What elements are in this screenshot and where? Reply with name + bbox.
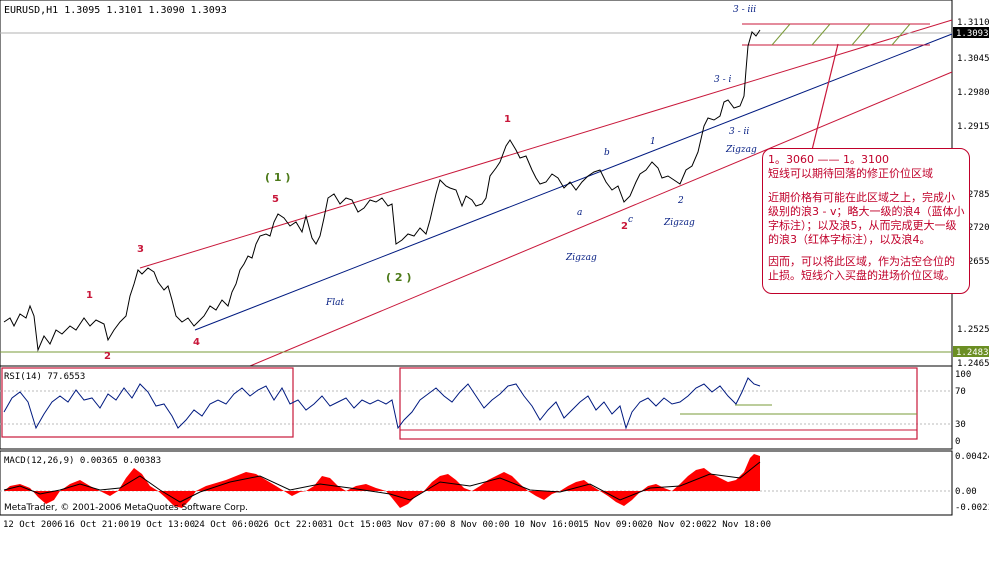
current-price-label: 1.3093 — [956, 29, 989, 39]
price-tick: 1.2525 — [957, 325, 989, 335]
price-tick: 1.3110 — [957, 18, 989, 28]
support-price-label: 1.2483 — [956, 348, 989, 358]
rsi-panel-frame — [0, 365, 953, 450]
rsi-tick: 0 — [955, 437, 960, 447]
annotation-box: 1。3060 —— 1。3100 短线可以期待回落的修正价位区域 近期价格有可能… — [762, 148, 970, 294]
green-wave-labels: ( 1 ) ( 2 ) — [265, 171, 411, 284]
macd-label: MACD(12,26,9) 0.00365 0.00383 — [4, 456, 161, 466]
time-tick: 15 Nov 09:00 — [578, 520, 643, 530]
label-blue-2: 2 — [677, 196, 684, 206]
wave-label-4: 4 — [193, 337, 200, 348]
time-tick: 12 Oct 2006 — [3, 520, 63, 530]
macd-histogram — [4, 454, 760, 508]
price-tick: 1.2655 — [957, 257, 989, 267]
annotation-subtitle: 短线可以期待回落的修正价位区域 — [768, 167, 933, 180]
time-axis: 12 Oct 2006 16 Oct 21:00 19 Oct 13:00 24… — [3, 520, 771, 530]
rsi-tick: 70 — [955, 387, 966, 397]
zone-hatching — [771, 23, 911, 46]
label-zigzag-2: Zigzag — [663, 218, 695, 228]
macd-axis: 0.00424 0.00 -0.00212 — [955, 452, 989, 513]
label-3-ii: 3 - ii — [729, 127, 749, 137]
macd-panel-frame — [0, 450, 953, 516]
time-tick: 10 Nov 16:00 — [514, 520, 579, 530]
channel-lower-line — [249, 71, 953, 367]
annotation-paragraph-2: 近期价格有可能在此区域之上，完成小级别的浪3 - v；略大一级的浪4（蓝体小字标… — [768, 191, 965, 246]
price-tick: 1.2785 — [957, 190, 989, 200]
wave-label-big-2: ( 2 ) — [386, 271, 411, 284]
wave-label-red-2: 2 — [621, 221, 628, 232]
annotation-range: 1。3060 —— 1。3100 — [768, 153, 889, 166]
price-tick: 1.3045 — [957, 54, 989, 64]
price-tick: 1.2980 — [957, 88, 989, 98]
label-flat: Flat — [325, 298, 344, 308]
support-price-box — [953, 346, 989, 357]
wave-label-3: 3 — [137, 244, 144, 255]
price-axis: 1.3110 1.3045 1.2980 1.2915 1.2785 1.272… — [957, 18, 989, 369]
macd-tick: -0.00212 — [955, 503, 989, 513]
annotation-paragraph-3: 因而，可以将此区域，作为沽空仓位的止损。短线介入买盘的进场价位区域。 — [768, 255, 955, 282]
rsi-box-right — [399, 367, 918, 440]
label-3-iii: 3 - iii — [733, 5, 756, 15]
wave-label-5: 5 — [272, 194, 279, 205]
time-tick: 24 Oct 06:00 — [194, 520, 259, 530]
time-tick: 26 Oct 22:00 — [258, 520, 323, 530]
channel-middle-line — [194, 33, 953, 331]
rsi-tick: 30 — [955, 420, 966, 430]
price-tick: 1.2465 — [957, 359, 989, 369]
blue-wave-labels: Flat Zigzag Zigzag Zigzag a b c 1 2 3 - … — [325, 5, 757, 308]
time-tick: 20 Nov 02:00 — [642, 520, 707, 530]
wave-label-big-1: ( 1 ) — [265, 171, 290, 184]
eurusd-price-path — [3, 29, 761, 352]
channel-upper-line — [139, 19, 953, 269]
copyright-text: MetaTrader, © 2001-2006 MetaQuotes Softw… — [4, 503, 248, 513]
label-c: c — [628, 215, 633, 225]
label-zigzag-3: Zigzag — [725, 145, 757, 155]
symbol-header: EURUSD,H1 1.3095 1.3101 1.3090 1.3093 — [4, 5, 227, 16]
current-price-box — [953, 27, 989, 38]
label-b: b — [604, 148, 610, 158]
time-tick: 3 Nov 07:00 — [386, 520, 446, 530]
macd-signal-line — [3, 461, 761, 503]
annotation-pointer — [811, 43, 839, 151]
rsi-tick: 100 — [955, 370, 971, 380]
rsi-line — [3, 377, 761, 430]
rsi-panel: RSI(14) 77.6553 100 70 30 0 — [0, 365, 971, 450]
rsi-label: RSI(14) 77.6553 — [4, 372, 85, 382]
time-tick: 22 Nov 18:00 — [706, 520, 771, 530]
macd-tick: 0.00 — [955, 487, 977, 497]
time-tick: 31 Oct 15:00 — [322, 520, 387, 530]
label-a: a — [577, 208, 582, 218]
macd-panel: MACD(12,26,9) 0.00365 0.00383 0.00424 0.… — [0, 450, 989, 516]
label-3-i: 3 - i — [714, 75, 731, 85]
wave-label-1: 1 — [86, 290, 93, 301]
rsi-axis: 100 70 30 0 — [955, 370, 971, 447]
time-tick: 19 Oct 13:00 — [130, 520, 195, 530]
wave-label-red-1: 1 — [504, 114, 511, 125]
red-wave-labels: 1 2 3 4 5 1 2 — [86, 114, 628, 362]
label-zigzag-1: Zigzag — [565, 253, 597, 263]
label-blue-1: 1 — [650, 137, 656, 147]
time-tick: 16 Oct 21:00 — [64, 520, 129, 530]
price-tick: 1.2915 — [957, 122, 989, 132]
macd-tick: 0.00424 — [955, 452, 989, 462]
time-tick: 8 Nov 00:00 — [450, 520, 510, 530]
price-tick: 1.2720 — [957, 223, 989, 233]
wave-label-2: 2 — [104, 351, 111, 362]
